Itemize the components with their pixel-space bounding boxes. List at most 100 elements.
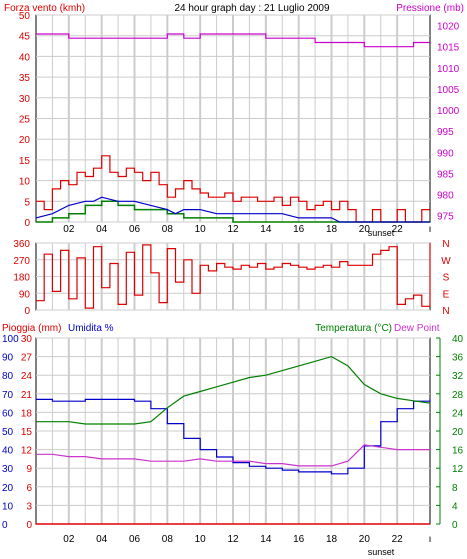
temperature-tick-label: 16 [452,446,464,457]
rain-tick-label: 30 [21,334,33,345]
wind-x-tick-label: 20 [359,224,371,235]
wind-x-tick-label: 16 [293,224,305,235]
pressure-tick-label: 975 [437,212,454,223]
wind-x-tick-label: 08 [162,224,174,235]
sunset-label-bottom: sunset [368,547,395,557]
rain-tick-label: 27 [21,353,33,364]
humidity-tick-label: 40 [2,446,14,457]
humidity-tick-label: 70 [2,390,14,401]
chart-title: 24 hour graph day : 21 Luglio 2009 [174,3,330,14]
wind-pressure-panel: 0510152025303540455097598098599099510001… [19,11,460,235]
compass-tick-label: S [443,273,450,284]
humidity-tick-label: 0 [2,520,8,531]
rain-tick-label: 3 [26,501,32,512]
rain-tick-label: 9 [26,464,32,475]
rain-axis-title: Pioggia (mm) [2,323,61,334]
wind-average-series [35,196,430,223]
wind-x-tick-label: 12 [227,224,239,235]
humidity-axis-title: Umidita % [68,323,114,334]
temp-x-tick-label: 20 [359,534,371,545]
compass-tick-label: N [442,306,449,317]
temp-humidity-panel: 0102030405060708090100036912151821242730… [2,334,464,545]
wind-tick-label: 5 [24,197,30,208]
temperature-tick-label: 36 [452,353,464,364]
temperature-tick-label: 40 [452,334,464,345]
humidity-tick-label: 10 [2,501,14,512]
wind-x-tick-label: 18 [326,224,338,235]
humidity-tick-label: 50 [2,427,14,438]
temperature-tick-label: 20 [452,427,464,438]
dew-point-series [36,444,430,467]
wind-gust-series [36,155,430,223]
wind-tick-label: 20 [19,135,31,146]
wind-tick-label: 25 [19,115,31,126]
humidity-tick-label: 100 [2,334,19,345]
pressure-tick-label: 995 [437,127,454,138]
temp-x-tick-label: 12 [227,534,239,545]
rain-tick-label: 21 [21,390,33,401]
temp-x-tick-label: 16 [293,534,305,545]
wind-tick-label: 0 [24,218,30,229]
temperature-tick-label: 32 [452,371,464,382]
wind-low-series [36,200,430,223]
wind-x-tick-label: 02 [63,224,75,235]
pressure-tick-label: 990 [437,148,454,159]
temperature-tick-label: 0 [452,520,458,531]
wind-x-tick-label: 22 [392,224,404,235]
rain-tick-label: 24 [21,371,33,382]
wind-tick-label: 10 [19,177,31,188]
wind-x-tick-label: 06 [129,224,141,235]
wind-tick-label: 40 [19,52,31,63]
pressure-tick-label: 1020 [437,22,460,33]
direction-tick-label: 0 [24,306,30,317]
pressure-tick-label: 985 [437,169,454,180]
dew-point-axis-title: Dew Point [394,323,440,334]
wind-x-tick-label: 10 [195,224,207,235]
direction-tick-label: 270 [13,256,30,267]
compass-tick-label: E [443,289,450,300]
temperature-series [36,355,431,425]
wind-tick-label: 45 [19,32,31,43]
pressure-tick-label: 1005 [437,85,460,96]
temperature-tick-label: 12 [452,464,464,475]
temp-x-tick-label: 10 [195,534,207,545]
pressure-series [36,33,430,48]
compass-tick-label: N [442,239,449,250]
wind-direction-series [36,243,431,309]
humidity-tick-label: 90 [2,353,14,364]
temp-x-tick-label: 14 [260,534,272,545]
temp-x-tick-label: 18 [326,534,338,545]
wind-x-end-mark: ı [429,224,432,235]
temperature-tick-label: 24 [452,408,464,419]
rain-tick-label: 15 [21,427,33,438]
temp-x-tick-label: 22 [392,534,404,545]
pressure-tick-label: 1010 [437,64,460,75]
pressure-tick-label: 1000 [437,106,460,117]
wind-tick-label: 15 [19,156,31,167]
compass-tick-label: W [441,256,451,267]
wind-tick-label: 50 [19,11,31,22]
temp-x-tick-label: 08 [162,534,174,545]
rain-tick-label: 12 [21,446,33,457]
temperature-tick-label: 4 [452,501,458,512]
humidity-tick-label: 20 [2,483,14,494]
humidity-tick-label: 60 [2,408,14,419]
temperature-axis-title: Temperatura (°C) [315,323,392,334]
wind-tick-label: 35 [19,73,31,84]
direction-tick-label: 180 [13,273,30,284]
humidity-tick-label: 30 [2,464,14,475]
wind-axis-title: Forza vento (kmh) [4,3,85,14]
rain-tick-label: 0 [26,520,32,531]
wind-x-tick-label: 04 [96,224,108,235]
pressure-tick-label: 1015 [437,43,460,54]
temp-x-tick-label: 02 [63,534,75,545]
temperature-tick-label: 8 [452,483,458,494]
temperature-tick-label: 28 [452,390,464,401]
temp-x-tick-label: 06 [129,534,141,545]
sunset-label-top: sunset [368,228,395,238]
humidity-tick-label: 80 [2,371,14,382]
wind-x-tick-label: 14 [260,224,272,235]
